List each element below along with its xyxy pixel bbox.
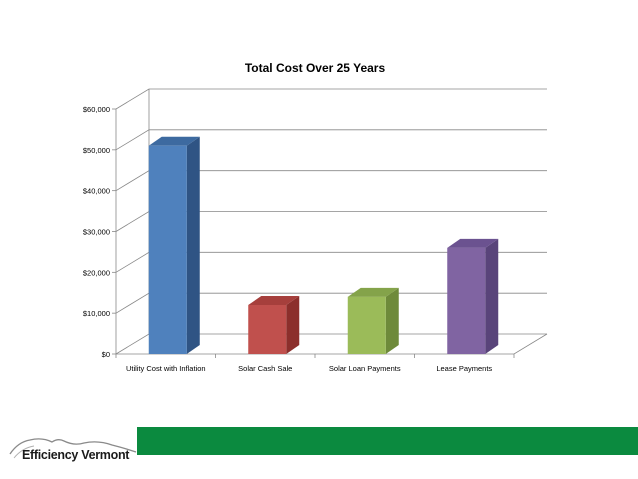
- bar: [347, 287, 399, 354]
- y-tick-label: $50,000: [83, 146, 110, 155]
- y-tick-label: $0: [102, 350, 110, 359]
- bar: [148, 136, 200, 354]
- brand-name: Efficiency Vermont: [22, 448, 130, 462]
- y-tick-label: $10,000: [83, 309, 110, 318]
- footer: Efficiency Vermont: [0, 418, 638, 479]
- bar-front: [248, 305, 287, 354]
- bar-top: [347, 287, 399, 297]
- y-tick-label: $60,000: [83, 105, 110, 114]
- bar-side: [485, 238, 499, 354]
- x-category-label: Solar Cash Sale: [238, 364, 292, 373]
- efficiency-vermont-logo: Efficiency Vermont: [8, 428, 138, 468]
- bar-side: [186, 136, 200, 354]
- x-category-label: Lease Payments: [436, 364, 492, 373]
- y-tick-label: $40,000: [83, 187, 110, 196]
- bar-top: [447, 238, 499, 248]
- bar-side: [286, 296, 300, 354]
- bar-front: [447, 247, 486, 354]
- gridline: [115, 88, 547, 110]
- y-tick-label: $20,000: [83, 268, 110, 277]
- bar-front: [347, 296, 386, 354]
- bar-front: [148, 145, 187, 354]
- bar-side: [385, 287, 399, 354]
- y-tick-label: $30,000: [83, 228, 110, 237]
- bar: [248, 296, 300, 354]
- chart-title: Total Cost Over 25 Years: [245, 61, 386, 75]
- footer-green-band: [137, 427, 638, 455]
- chart-labels: $0 $10,000 $20,000 $30,000 $40,000 $50,000 $60…: [83, 105, 493, 373]
- bar-top: [248, 296, 300, 305]
- bar-top: [148, 136, 200, 146]
- mountain-icon: [9, 438, 137, 459]
- bar-chart: Total Cost Over 25 Years $0 $10,000 $20,00…: [83, 61, 548, 373]
- x-category-label: Solar Loan Payments: [329, 364, 401, 373]
- chart-bars: [148, 136, 499, 354]
- bar: [447, 238, 499, 354]
- x-category-label: Utility Cost with Inflation: [126, 364, 206, 373]
